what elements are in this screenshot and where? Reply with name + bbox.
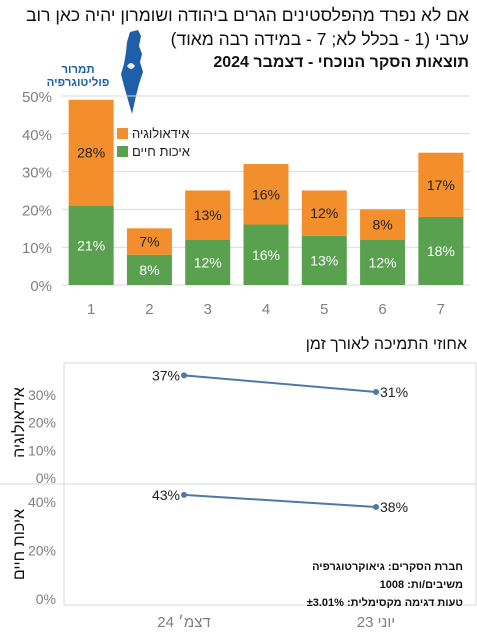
data-label: 12%	[310, 205, 338, 221]
x-tick-label: 7	[437, 301, 445, 318]
bar-segment	[243, 224, 289, 285]
y-tick-label: 20%	[22, 202, 52, 219]
data-label: 16%	[252, 186, 280, 202]
data-label: 7%	[139, 234, 159, 250]
chart-subtitle: תוצאות הסקר הנוכחי - דצמבר 2024	[213, 54, 469, 71]
data-point	[181, 372, 187, 379]
panel-label: אידאולוגיה	[10, 387, 28, 458]
x-tick-label: 1	[87, 301, 95, 318]
data-label: 13%	[310, 252, 338, 268]
legend-label: אידאולוגיה	[132, 126, 189, 141]
y-tick-label: 20%	[28, 415, 56, 431]
data-label: 28%	[77, 145, 105, 161]
bar-segment	[185, 190, 231, 240]
data-label: 43%	[152, 487, 180, 503]
line-chart: 0% 10% 20% 30%אידאולוגיה 37% 31% 0% 20% 40%איכות…	[0, 362, 477, 631]
y-tick-label: 40%	[22, 127, 52, 144]
x-tick-label: 6	[378, 301, 386, 318]
y-tick-label: 20%	[28, 543, 56, 559]
data-point	[181, 491, 187, 498]
x-tick-label: 3	[204, 301, 212, 318]
bar-segment	[126, 228, 172, 255]
bar-segment	[418, 216, 464, 285]
israel-map-with-hands-icon	[121, 30, 143, 114]
data-label: 13%	[194, 207, 222, 223]
y-tick-label: 30%	[22, 165, 52, 182]
bar-segment	[243, 164, 289, 225]
legend-swatch	[117, 146, 128, 157]
y-tick-label: 40%	[28, 494, 56, 510]
credit-company: חברת הסקרים: גיאוקרטוגרפיה	[312, 561, 463, 573]
data-label: 18%	[427, 243, 455, 259]
data-label: 16%	[252, 247, 280, 263]
series-line	[183, 493, 377, 508]
bar-segment	[301, 235, 347, 285]
y-tick-label: 50%	[22, 89, 52, 106]
panel-label: איכות חיים	[11, 509, 28, 580]
stacked-bar-chart: 0%10%20%30%40%50%21%28%18%7%212%13%316%1…	[22, 89, 470, 318]
bar-segment	[185, 239, 231, 285]
x-tick-label: דצמ׳ 24	[157, 614, 210, 631]
bar-segment	[360, 209, 406, 240]
line-chart-title: אחוזי התמיכה לאורך זמן	[305, 336, 467, 353]
x-tick-label: יוני 23	[357, 614, 395, 631]
y-tick-label: 30%	[28, 387, 56, 403]
bar-segment	[68, 205, 114, 285]
legend-label: איכות חיים	[132, 144, 190, 159]
data-label: 37%	[152, 367, 180, 383]
data-point	[373, 388, 379, 395]
x-tick-label: 4	[262, 301, 270, 318]
data-label: 38%	[380, 499, 408, 515]
credit-respondents: משיבים/ות: 1008	[379, 579, 463, 591]
chart-title-line2: ערבי (1 - בכלל לא; 7 - במידה רבה מאוד)	[170, 29, 469, 49]
y-tick-label: 10%	[22, 240, 52, 257]
y-tick-label: 0%	[36, 591, 56, 607]
data-label: 12%	[369, 254, 397, 270]
survey-credits: חברת הסקרים: גיאוקרטוגרפיה משיבים/ות: 10…	[307, 558, 463, 612]
x-tick-label: 5	[320, 301, 328, 318]
data-label: 17%	[427, 177, 455, 193]
credit-margin-of-error: טעות דגימה מקסימלית: ±3.01%	[306, 597, 463, 609]
bar-segment	[68, 99, 114, 206]
data-label: 21%	[77, 237, 105, 253]
logo-text: תמרור פוליטוגרפיה	[46, 64, 110, 89]
bar-segment	[418, 152, 464, 217]
y-tick-label: 10%	[28, 442, 56, 458]
y-tick-label: 0%	[36, 470, 56, 486]
series-line	[183, 374, 377, 393]
bar-segment	[126, 254, 172, 285]
legend-swatch	[117, 128, 128, 139]
data-label: 8%	[139, 262, 159, 278]
y-tick-label: 0%	[30, 278, 52, 295]
data-label: 8%	[372, 217, 392, 233]
chart-title-line1: אם לא נפרד מהפלסטינים הגרים ביהודה ושומר…	[26, 5, 469, 25]
data-label: 31%	[380, 384, 408, 400]
data-label: 12%	[194, 254, 222, 270]
x-tick-label: 2	[145, 301, 153, 318]
data-point	[373, 503, 379, 510]
bar-segment	[301, 190, 347, 236]
bar-segment	[360, 239, 406, 285]
